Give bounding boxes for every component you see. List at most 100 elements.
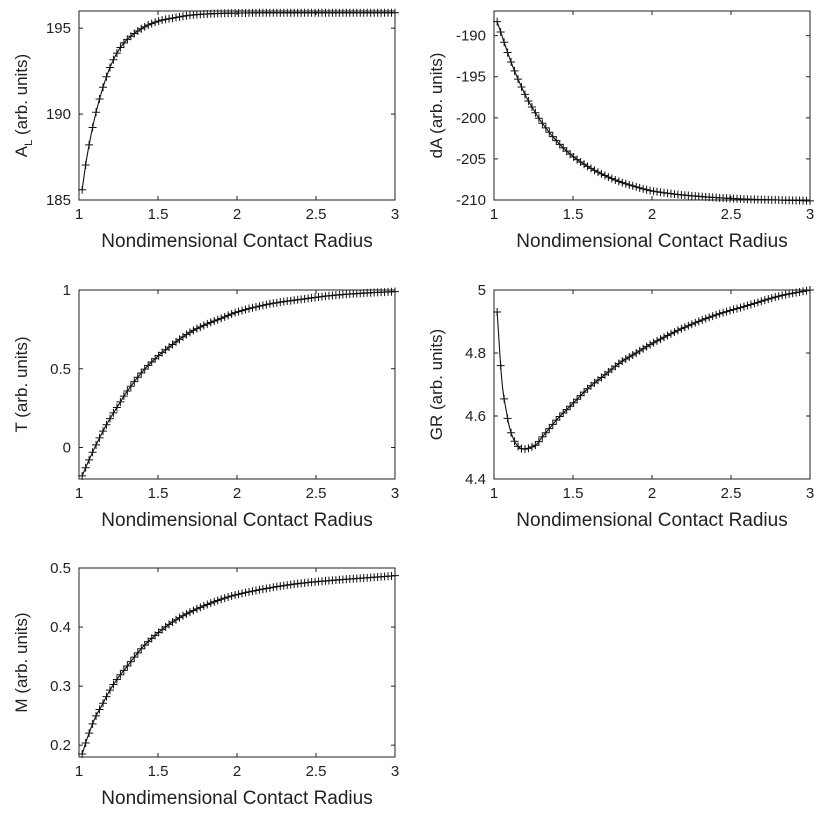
plus-marker [88,719,97,728]
plus-marker [116,397,125,406]
plus-marker [715,309,724,318]
plus-marker [206,318,215,327]
plus-marker [262,584,271,593]
plus-marker [701,314,710,323]
plus-marker [781,290,790,299]
x-tick-label: 1 [75,485,83,502]
plus-marker [750,299,759,308]
plus-marker [788,289,797,298]
plus-marker [635,346,644,355]
plus-marker [140,22,149,31]
y-tick-label: 0.5 [50,560,71,577]
y-tick-label: 190 [46,106,71,123]
plus-marker [531,108,540,117]
plus-marker [185,608,194,617]
plus-marker [116,43,125,52]
x-tick-label: 2 [648,485,656,502]
plus-marker [234,307,243,316]
plus-marker [708,312,717,321]
plus-marker [172,615,181,624]
plus-marker [604,173,613,182]
plus-marker [493,17,502,26]
plus-marker [583,162,592,171]
plus-marker [753,298,762,307]
y-axis-label: GR (arb. units) [427,329,446,440]
plus-marker [507,428,516,437]
plus-marker [639,344,648,353]
plus-marker [231,591,240,600]
plus-marker [666,329,675,338]
plus-marker [736,303,745,312]
plus-marker [552,136,561,145]
plus-marker [241,305,250,314]
plus-marker [238,306,247,315]
plus-marker [792,288,801,297]
plus-marker [137,368,146,377]
plus-marker [151,18,160,27]
plus-marker [258,301,267,310]
x-tick-label: 3 [806,485,814,502]
plus-marker [217,314,226,323]
x-tick-label: 2 [648,206,656,223]
plus-marker [175,12,184,21]
plus-marker [227,591,236,600]
plus-marker [545,128,554,137]
y-axis-label: dA (arb. units) [427,53,446,159]
y-tick-label: -210 [456,192,486,209]
y-tick-label: 4.4 [465,471,486,488]
x-tick-label: 3 [391,485,399,502]
plus-marker [102,420,111,429]
plus-marker [217,595,226,604]
plus-marker [192,604,201,613]
plus-marker [712,310,721,319]
plus-marker [552,416,561,425]
plus-marker [105,686,114,695]
plus-marker [81,160,90,169]
x-tick-label: 2.5 [306,763,327,780]
plus-marker [182,609,191,618]
plus-marker [722,307,731,316]
plus-marker [95,705,104,714]
plus-marker [85,455,94,464]
plus-marker [269,299,278,308]
y-tick-label: 5 [478,282,486,299]
plus-marker [653,187,662,196]
plus-marker [719,308,728,317]
plus-marker [85,729,94,738]
y-tick-label: 0.2 [50,737,71,754]
plus-marker [391,287,399,296]
plus-marker [611,175,620,184]
plus-marker [767,294,776,303]
plus-marker [99,83,108,92]
plus-marker [555,412,564,421]
plus-marker [628,351,637,360]
y-tick-label: 0 [63,440,71,457]
series-line [81,291,396,477]
plus-marker [391,8,399,17]
plus-marker [642,342,651,351]
plus-marker [625,352,634,361]
x-axis-label: Nondimensional Contact Radius [516,510,787,531]
plus-marker [520,445,529,454]
plus-marker [78,185,87,194]
x-tick-label: 1 [490,485,498,502]
plus-marker [133,373,142,382]
plus-marker [618,357,627,366]
plus-marker [248,587,257,596]
plus-marker [234,590,243,599]
x-tick-label: 2.5 [306,485,327,502]
plus-marker [123,662,132,671]
plus-marker [514,75,523,84]
x-tick-label: 2 [233,763,241,780]
plus-marker [500,394,509,403]
plus-marker [538,432,547,441]
plus-marker [116,670,125,679]
plus-marker [548,132,557,141]
plus-marker [276,298,285,307]
plus-marker [562,405,571,414]
plus-marker [660,333,669,342]
x-axis-label: Nondimensional Contact Radius [101,510,372,531]
plus-marker [649,187,658,196]
plus-marker [220,594,229,603]
